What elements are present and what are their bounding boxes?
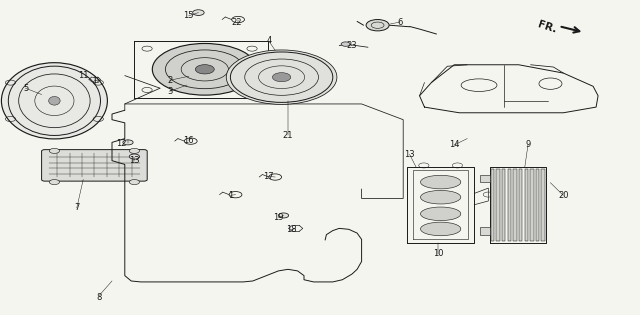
Bar — [508, 169, 511, 241]
Ellipse shape — [49, 96, 60, 105]
Text: 19: 19 — [273, 213, 284, 222]
Text: 7: 7 — [74, 203, 79, 212]
Ellipse shape — [420, 190, 461, 204]
Text: 5: 5 — [23, 84, 28, 93]
Text: 10: 10 — [433, 249, 444, 258]
Text: 21: 21 — [283, 131, 293, 140]
Circle shape — [278, 213, 289, 218]
Circle shape — [123, 140, 133, 145]
Circle shape — [273, 73, 291, 82]
FancyBboxPatch shape — [42, 150, 147, 181]
Text: 8: 8 — [97, 293, 102, 302]
Text: 13: 13 — [404, 150, 415, 159]
Circle shape — [49, 180, 60, 185]
Circle shape — [129, 148, 140, 153]
Circle shape — [129, 180, 140, 185]
Bar — [530, 169, 534, 241]
Text: 6: 6 — [397, 18, 403, 26]
Bar — [513, 169, 516, 241]
Text: 23: 23 — [347, 41, 357, 50]
Text: 20: 20 — [558, 191, 568, 200]
Text: 22: 22 — [232, 18, 242, 26]
Text: 11: 11 — [78, 71, 88, 80]
Circle shape — [366, 20, 389, 31]
Ellipse shape — [420, 207, 461, 220]
Text: 3: 3 — [167, 87, 172, 96]
Ellipse shape — [1, 63, 108, 139]
Bar — [480, 175, 490, 182]
Bar — [480, 227, 490, 235]
Circle shape — [152, 43, 257, 95]
Bar — [525, 169, 528, 241]
Text: FR.: FR. — [536, 19, 558, 35]
Circle shape — [195, 65, 214, 74]
Text: 1: 1 — [228, 191, 233, 200]
Ellipse shape — [420, 175, 461, 189]
Text: 2: 2 — [167, 76, 172, 85]
Bar — [497, 169, 500, 241]
Bar — [536, 169, 539, 241]
Text: 17: 17 — [264, 172, 274, 181]
Text: 18: 18 — [286, 226, 296, 234]
Text: 9: 9 — [525, 140, 531, 149]
Bar — [519, 169, 522, 241]
Text: 16: 16 — [184, 136, 194, 145]
Circle shape — [341, 42, 350, 46]
Circle shape — [129, 154, 140, 159]
Text: 14: 14 — [449, 140, 460, 149]
Bar — [541, 169, 545, 241]
Circle shape — [193, 10, 204, 15]
Bar — [502, 169, 506, 241]
Circle shape — [227, 50, 337, 104]
Circle shape — [49, 148, 60, 153]
Text: 12: 12 — [116, 139, 127, 148]
Text: 13: 13 — [129, 156, 140, 165]
Text: 4: 4 — [266, 37, 271, 45]
Text: 15: 15 — [184, 11, 194, 20]
Ellipse shape — [420, 222, 461, 236]
Bar — [491, 169, 494, 241]
